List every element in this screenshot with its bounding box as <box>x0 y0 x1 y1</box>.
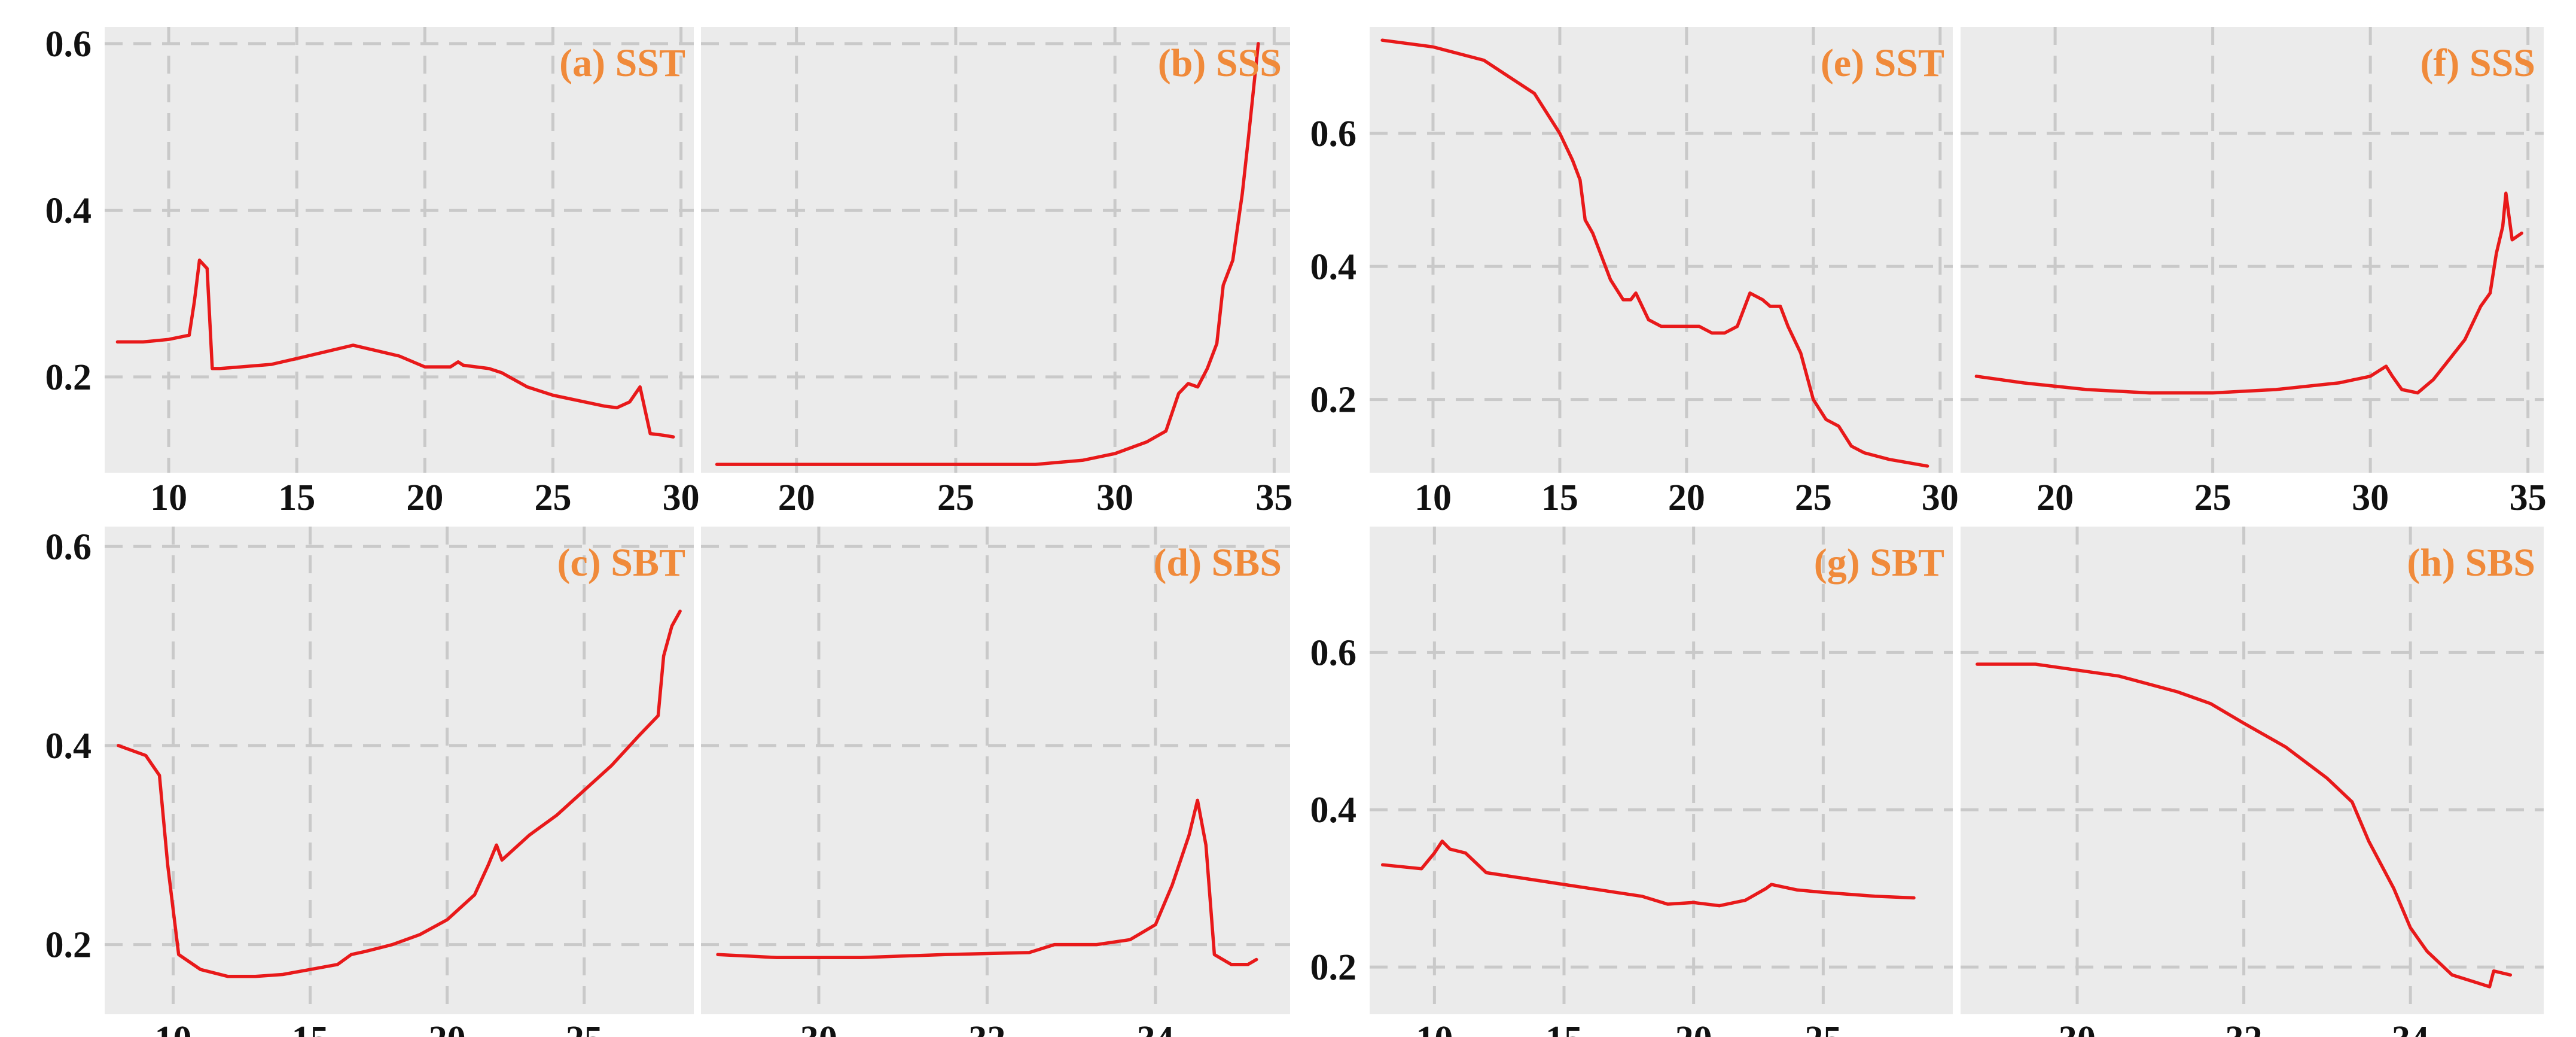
y-tick-label: 0.6 <box>1310 114 1357 154</box>
panel-h-sbs-surface: 30 32 34 (h) SBS <box>1961 527 2544 1037</box>
panel-d-sbs-surface: 30 32 34 (d) SBS <box>701 527 1290 1037</box>
panel-title: (d) SBS <box>1153 541 1282 585</box>
x-tick-label: 34 <box>1137 1019 1174 1037</box>
y-tick-label: 0.2 <box>45 357 92 398</box>
panel-a-sst-surface: 10 15 20 25 30 0.2 0.4 0.6 (a) SST <box>45 24 700 518</box>
panel-title: (c) SBT <box>557 541 686 585</box>
panel-b-sss-surface: 20 25 30 35 (b) SSS <box>701 27 1292 518</box>
x-tick-label: 25 <box>1795 478 1832 518</box>
panel-e-sst-surface: 10 15 20 25 30 0.2 0.4 0.6 (e) SST <box>1310 27 1959 518</box>
x-tick-label: 10 <box>150 478 187 518</box>
x-tick-label: 20 <box>1675 1019 1712 1037</box>
x-tick-label: 20 <box>406 478 443 518</box>
panel-background <box>105 527 694 1014</box>
series-line <box>715 42 1260 466</box>
y-tick-label: 0.4 <box>1310 247 1357 287</box>
panel-g-sbt-surface: 10 15 20 25 0.2 0.4 0.6 (g) SBT <box>1310 527 1953 1037</box>
panel-background <box>1370 27 1953 473</box>
x-tick-label: 10 <box>155 1019 192 1037</box>
panel-title: (a) SST <box>559 41 685 85</box>
x-tick-label: 15 <box>1541 478 1578 518</box>
x-tick-label: 30 <box>1922 478 1959 518</box>
x-tick-label: 20 <box>429 1019 466 1037</box>
x-tick-label: 10 <box>1414 478 1452 518</box>
x-tick-label: 32 <box>2226 1019 2263 1037</box>
panel-title: (b) SSS <box>1158 41 1282 85</box>
panel-background <box>701 527 1290 1014</box>
series-line <box>1974 191 2523 395</box>
series-line <box>117 609 682 978</box>
panel-title: (g) SBT <box>1814 541 1944 585</box>
series-line <box>1380 840 1916 908</box>
x-tick-label: 20 <box>1668 478 1705 518</box>
series-line <box>115 259 675 439</box>
x-tick-label: 30 <box>1096 478 1133 518</box>
y-tick-label: 0.6 <box>45 24 92 65</box>
panel-background <box>701 27 1290 473</box>
x-tick-label: 15 <box>1545 1019 1583 1037</box>
x-tick-label: 30 <box>800 1019 837 1037</box>
series-line <box>1976 662 2513 989</box>
panel-f-sss-surface: 20 25 30 35 (f) SSS <box>1961 27 2547 518</box>
x-tick-label: 30 <box>663 478 700 518</box>
x-tick-label: 35 <box>1255 478 1292 518</box>
y-tick-label: 0.2 <box>1310 947 1357 988</box>
y-tick-label: 0.2 <box>45 925 92 966</box>
x-tick-label: 15 <box>278 478 315 518</box>
series-line <box>716 798 1258 966</box>
panel-background <box>105 27 694 473</box>
panel-background <box>1961 27 2544 473</box>
x-tick-label: 34 <box>2392 1019 2429 1037</box>
x-tick-label: 30 <box>2059 1019 2096 1037</box>
x-tick-label: 15 <box>292 1019 329 1037</box>
panel-title: (f) SSS <box>2420 41 2535 85</box>
y-tick-label: 0.6 <box>1310 632 1357 673</box>
panel-background <box>1961 527 2544 1014</box>
y-tick-label: 0.6 <box>45 527 92 567</box>
x-tick-label: 25 <box>2194 478 2231 518</box>
x-tick-label: 30 <box>2352 478 2389 518</box>
y-tick-label: 0.2 <box>1310 380 1357 421</box>
x-tick-label: 25 <box>1804 1019 1842 1037</box>
x-tick-label: 25 <box>566 1019 603 1037</box>
x-tick-label: 32 <box>968 1019 1005 1037</box>
series-line <box>1380 38 1929 468</box>
x-tick-label: 35 <box>2510 478 2547 518</box>
panel-title: (e) SST <box>1821 41 1944 85</box>
x-tick-label: 25 <box>937 478 974 518</box>
x-tick-label: 25 <box>534 478 571 518</box>
panel-c-sbt-surface: 10 15 20 25 0.2 0.4 0.6 (c) SBT <box>45 527 694 1037</box>
x-tick-label: 20 <box>2037 478 2074 518</box>
panel-title: (h) SBS <box>2407 541 2535 585</box>
y-tick-label: 0.4 <box>45 726 92 767</box>
panel-background <box>1370 527 1953 1014</box>
y-tick-label: 0.4 <box>45 190 92 231</box>
x-tick-label: 20 <box>778 478 815 518</box>
x-tick-label: 10 <box>1416 1019 1453 1037</box>
y-tick-label: 0.4 <box>1310 790 1357 831</box>
